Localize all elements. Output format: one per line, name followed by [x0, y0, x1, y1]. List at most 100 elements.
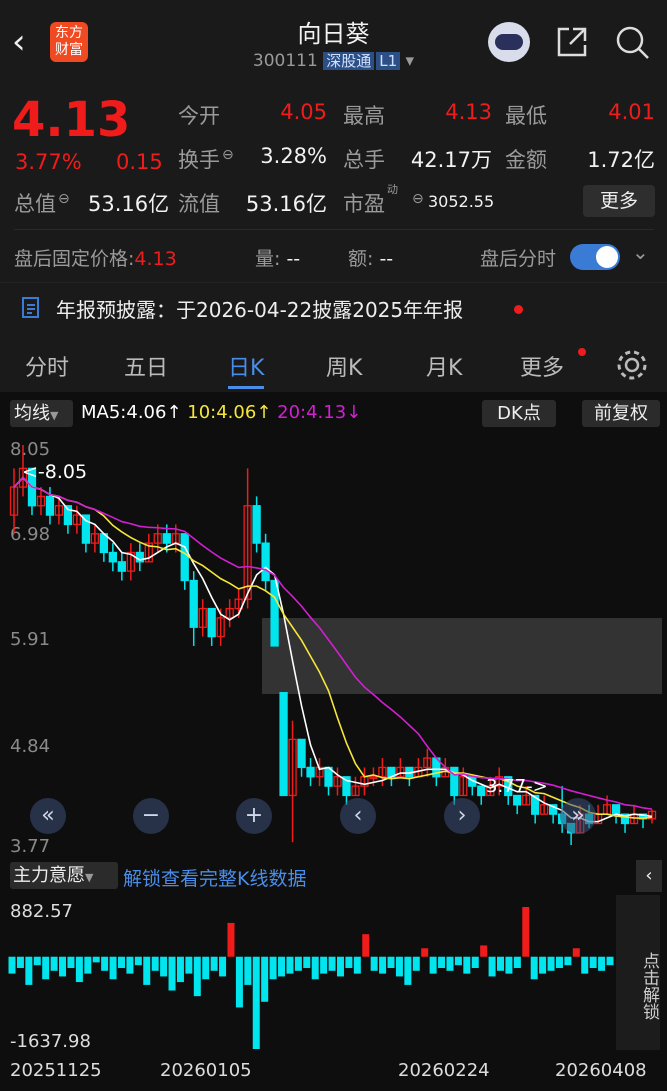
candle-body: [9, 486, 19, 516]
after-hours-toggle[interactable]: [570, 244, 620, 270]
candle-body: [162, 533, 171, 544]
field-label: 金额: [505, 148, 547, 172]
candle-body: [63, 505, 73, 526]
after-hours-price: 4.13: [134, 248, 177, 270]
change-percent: 3.77%: [15, 150, 82, 174]
amount-value: --: [379, 248, 394, 270]
field-value: 4.01: [608, 100, 655, 124]
scroll-left-button[interactable]: ‹: [340, 798, 376, 834]
candle-body: [297, 738, 306, 769]
candle-body: [459, 776, 468, 797]
side-unlock-label: 点击解锁: [639, 951, 659, 1020]
flow-bar: [168, 956, 176, 991]
ma10-line: [13, 476, 653, 820]
tab-4[interactable]: 月K: [426, 356, 463, 381]
collapse-button[interactable]: ‹: [636, 860, 662, 892]
tab-5[interactable]: 更多: [520, 356, 565, 381]
ma-select-label: 均线: [14, 403, 50, 424]
candle-body: [36, 495, 46, 507]
flow-bar: [454, 956, 462, 966]
ma10-value: 10:4.06↑: [187, 402, 272, 423]
dk-zone: [262, 618, 662, 694]
flow-bar: [176, 956, 184, 983]
candle-body: [522, 794, 531, 806]
field-value: 3052.55: [428, 192, 495, 211]
after-hours-volume: 量: --: [255, 244, 300, 271]
candle-body: [153, 533, 162, 544]
y-tick-label: 4.84: [10, 736, 50, 757]
flow-bar: [522, 907, 530, 957]
field-label: 总手: [343, 148, 385, 172]
flow-bar: [244, 956, 252, 985]
candlestick-chart[interactable]: 8.05 6.98 5.91 4.84 3.77 <-8.05 3.77->: [0, 432, 667, 857]
tab-2[interactable]: 日K: [228, 350, 265, 389]
chevron-down-icon[interactable]: ▾: [405, 51, 415, 71]
flow-bar: [235, 956, 243, 1008]
adjust-button[interactable]: 前复权: [582, 400, 660, 427]
side-unlock-button[interactable]: 点击解锁: [616, 895, 660, 1050]
flow-bar: [227, 922, 235, 957]
candle-body: [81, 514, 91, 544]
more-button[interactable]: 更多: [583, 185, 655, 217]
candle-body: [198, 607, 207, 628]
back-button[interactable]: ‹: [12, 22, 26, 62]
bar-y-tick: 882.57: [10, 901, 73, 922]
flow-bar: [488, 956, 496, 977]
tab-0[interactable]: 分时: [25, 356, 70, 381]
zoom-out-button[interactable]: −: [133, 798, 169, 834]
flow-bar: [353, 956, 361, 974]
candle-body: [144, 542, 153, 563]
candle-body: [495, 776, 504, 787]
info-icon[interactable]: ⊖: [222, 147, 234, 163]
zoom-in-button[interactable]: +: [236, 798, 272, 834]
indicator-title: 主力意愿: [13, 865, 85, 886]
fast-forward-button[interactable]: »: [560, 798, 596, 834]
min-price-label: 3.77->: [486, 776, 548, 797]
dk-point-button[interactable]: DK点: [482, 400, 556, 427]
field-label: 总值: [14, 192, 56, 216]
scroll-right-button[interactable]: ›: [444, 798, 480, 834]
flow-bar: [75, 956, 83, 983]
flow-bar: [252, 956, 260, 1049]
candle-body: [45, 495, 55, 516]
tab-1[interactable]: 五日: [124, 356, 169, 381]
flow-bar: [547, 956, 555, 971]
candle-body: [270, 579, 279, 647]
date-label: 20260224: [398, 1060, 490, 1081]
flow-bar: [404, 956, 412, 985]
candle-body: [369, 776, 378, 779]
share-icon[interactable]: [555, 25, 589, 59]
flow-bar: [67, 956, 75, 968]
connect-badge: 深股通: [323, 52, 375, 70]
flow-bar: [33, 956, 41, 966]
info-icon[interactable]: ⊖: [58, 191, 70, 207]
flow-bar: [303, 956, 311, 968]
flow-bar: [92, 956, 100, 963]
tab-3[interactable]: 周K: [326, 356, 363, 381]
flow-bar: [589, 956, 597, 968]
robot-avatar-icon[interactable]: [488, 22, 530, 62]
candle-body: [252, 505, 261, 544]
level-badge: L1: [376, 52, 401, 70]
after-hours-amount: 额: --: [348, 244, 393, 271]
field-value: 1.72亿: [587, 148, 655, 172]
chevron-down-icon[interactable]: ⌄: [632, 240, 649, 264]
candle-body: [207, 607, 216, 638]
fast-back-button[interactable]: «: [30, 798, 66, 834]
flow-bar: [8, 956, 16, 974]
settings-gear-icon[interactable]: [615, 348, 649, 382]
flow-bar: [572, 948, 580, 957]
flow-bar: [143, 956, 151, 985]
indicator-select[interactable]: 主力意愿▼: [10, 862, 118, 889]
search-icon[interactable]: [615, 25, 651, 61]
ma-select[interactable]: 均线▼: [10, 400, 73, 427]
field-value: 53.16亿: [88, 192, 170, 216]
notice-bar[interactable]: 年报预披露：于2026-04-22披露2025年年报: [0, 282, 667, 330]
after-hours-label: 盘后固定价格:: [14, 248, 135, 270]
flow-bar: [530, 956, 538, 980]
flow-bar: [564, 956, 572, 966]
info-icon[interactable]: ⊖: [412, 191, 424, 207]
unlock-link[interactable]: 解锁查看完整K线数据: [123, 868, 307, 890]
candle-body: [18, 467, 28, 488]
field-label: 最低: [505, 104, 547, 128]
